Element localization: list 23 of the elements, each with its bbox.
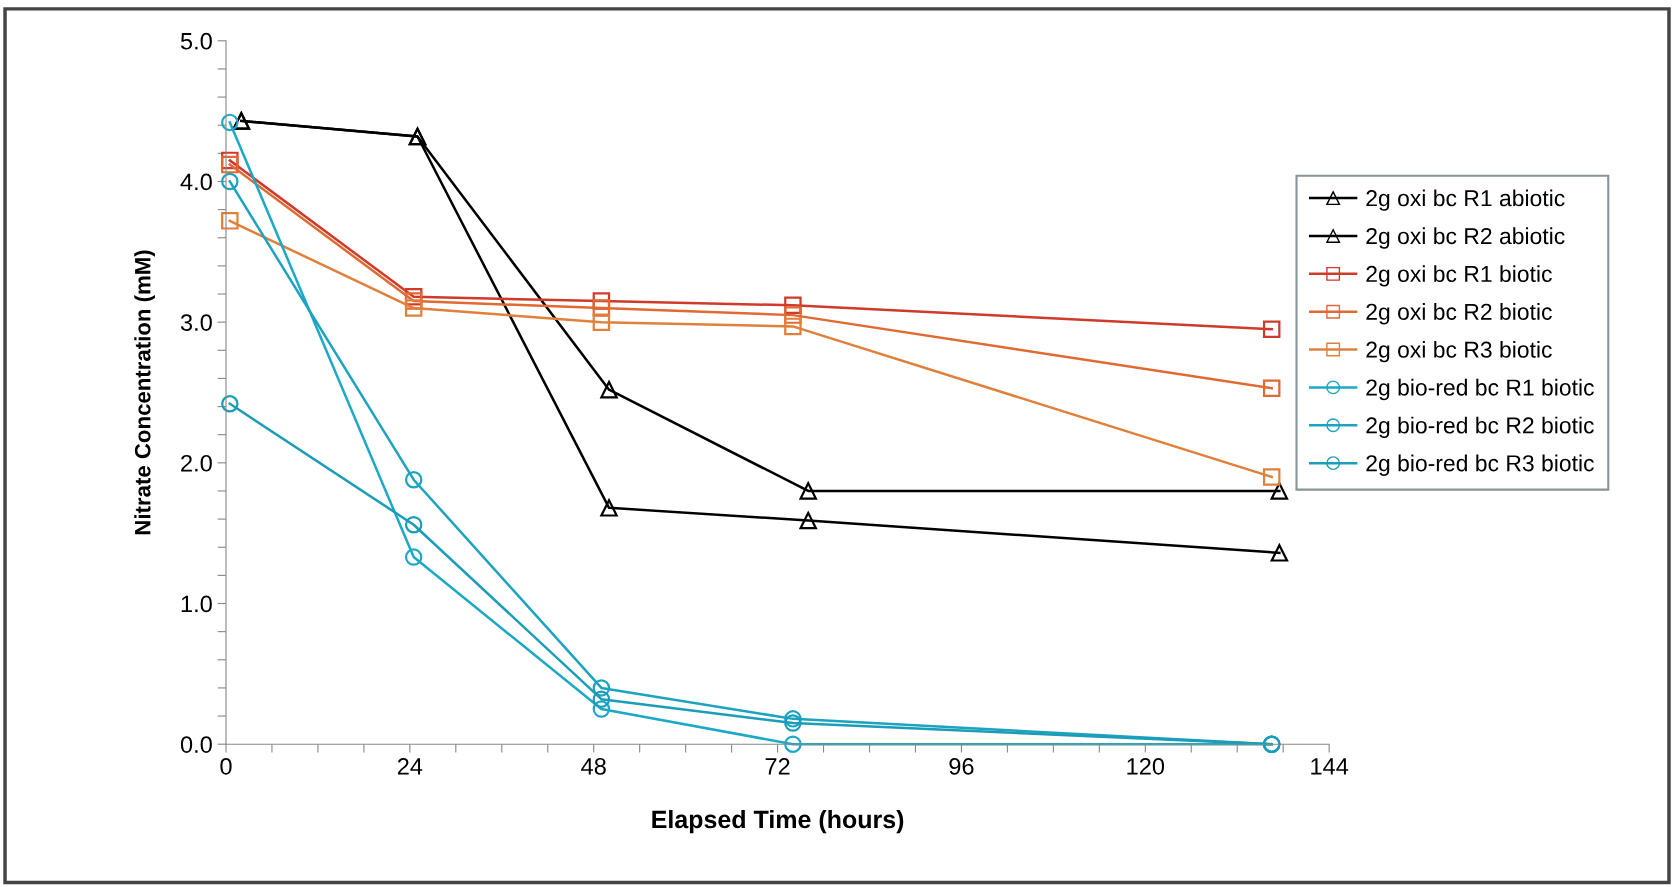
x-tick-label: 48 xyxy=(581,758,606,775)
x-tick-label: 96 xyxy=(949,758,974,775)
legend-label: 2g bio-red bc R2 biotic xyxy=(1366,416,1594,439)
legend-label: 2g bio-red bc R1 biotic xyxy=(1366,378,1594,401)
y-tick-label: 4.0 xyxy=(180,173,212,191)
y-tick-label: 0.0 xyxy=(180,736,212,753)
y-tick-label: 1.0 xyxy=(181,595,212,613)
y-tick-label: 2.0 xyxy=(181,454,212,472)
y-tick-label: 5.0 xyxy=(180,32,212,50)
x-tick-label: 0 xyxy=(220,758,232,775)
x-tick-label: 24 xyxy=(397,758,423,775)
legend-label: 2g oxi bc R1 biotic xyxy=(1366,265,1552,287)
x-axis-title: Elapsed Time (hours) xyxy=(652,809,904,834)
y-axis-title: Nitrate Concentration (mM) xyxy=(134,250,155,535)
x-tick-label: 120 xyxy=(1127,758,1165,775)
legend-label: 2g bio-red bc R3 biotic xyxy=(1366,454,1594,476)
y-tick-label: 3.0 xyxy=(180,314,212,331)
x-tick-label: 144 xyxy=(1311,758,1349,775)
legend-label: 2g oxi bc R1 abiotic xyxy=(1366,189,1565,211)
legend-label: 2g oxi bc R2 abiotic xyxy=(1366,227,1565,249)
legend-label: 2g oxi bc R2 biotic xyxy=(1366,303,1552,325)
legend-label: 2g oxi bc R3 biotic xyxy=(1366,340,1552,363)
x-tick-label: 72 xyxy=(765,758,790,775)
